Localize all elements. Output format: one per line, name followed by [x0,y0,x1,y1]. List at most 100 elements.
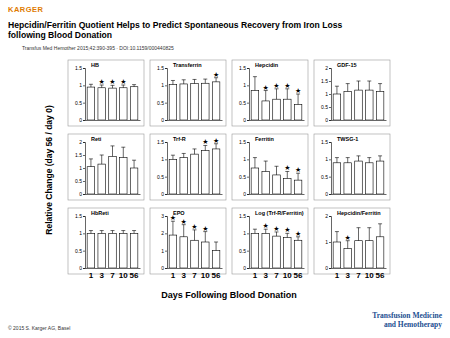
bar [98,88,106,120]
bar [333,94,341,120]
error-bar [357,228,361,241]
panel: 0121371056★Hepcidin/Ferritin [314,208,390,280]
y-axis: 00.511.5 [239,65,249,123]
error-bar [378,224,382,237]
y-tick: 1 [243,82,249,88]
y-tick-mark [329,194,331,195]
marks [169,78,220,120]
x-axis-line [168,120,223,121]
x-tick: 10 [201,268,210,280]
x-tick: 7 [274,268,279,280]
y-tick-mark [247,194,249,195]
marks [87,231,138,268]
error-bar [203,145,207,150]
y-tick-label: 0 [325,265,328,271]
bar [98,233,106,268]
y-tick: 0 [161,191,167,197]
y-axis-line [247,217,250,269]
x-tick-label: 56 [294,271,303,280]
y-tick-mark [247,142,249,143]
bar [109,233,117,268]
bar [344,163,352,194]
bar [169,159,177,194]
y-tick: 0 [161,265,167,271]
x-tick: 7 [110,268,115,280]
y-tick-mark [165,159,167,160]
x-axis: 1371056 [332,268,387,280]
y-tick: 1.5 [239,65,249,71]
y-tick-label: 2 [325,65,328,71]
y-tick: 2 [79,139,85,145]
y-axis: 00.511.5 [239,139,249,197]
panel-title: EPO [173,210,185,216]
bar [294,240,302,268]
panel: 00.511.5★Transferrin [150,60,226,126]
publisher: KARGER [8,5,44,14]
y-tick: 1 [79,230,85,236]
x-tick-label: 7 [274,271,279,280]
x-tick: 10 [365,268,374,280]
bar [109,88,117,120]
marks [333,81,384,120]
bar [251,168,259,194]
bar [262,233,270,268]
x-axis-line [332,268,387,269]
y-tick-label: 1 [243,230,246,236]
error-bar [89,159,93,167]
y-tick-label: 0.5 [239,248,246,254]
error-bar [285,89,289,99]
x-axis-line [332,194,387,195]
x-tick: 56 [130,268,139,280]
y-tick-label: 1.5 [321,78,328,84]
significance-star: ★ [345,234,351,241]
y-tick-mark [329,268,331,269]
y-tick: 0 [325,265,331,271]
x-tick-label: 1 [253,271,258,280]
panel-frame [68,60,144,126]
y-tick-mark [329,68,331,69]
y-tick-mark [83,268,85,269]
y-tick: 1.5 [239,139,249,145]
y-tick-mark [247,85,249,86]
bar [273,99,281,120]
y-tick-label: 0 [79,191,82,197]
bar [212,149,220,194]
significance-star: ★ [202,138,208,145]
y-tick-label: 1.5 [157,65,164,71]
error-bar [346,241,350,249]
citation: Transfus Med Hemother 2015;42:390-395 · … [22,45,174,51]
y-tick: 1.5 [157,65,167,71]
y-tick-label: 0 [243,191,246,197]
y-tick-label: 2 [325,213,328,219]
y-tick: 1 [243,230,249,236]
x-tick-label: 56 [212,271,221,280]
y-tick-label: 1.5 [239,213,246,219]
error-bar [285,171,289,178]
y-tick-label: 2 [79,139,82,145]
y-axis-line [247,69,250,121]
title: following Blood Donation [8,30,112,40]
significance-star: ★ [213,137,219,144]
x-tick: 3 [181,268,186,280]
y-tick-mark [329,142,331,143]
panel-title: GDF-15 [337,62,357,68]
panel-title: Hepcidin [255,62,279,68]
y-tick-label: 1 [161,82,164,88]
y-axis-line [329,69,332,121]
marks [251,229,302,268]
panel-frame [314,134,390,200]
y-tick-label: 1.5 [157,139,164,145]
bar [284,99,292,120]
y-tick-mark [83,103,85,104]
marks [251,158,302,194]
bar [251,91,259,120]
y-tick: 0.5 [75,100,85,106]
error-bar [346,84,350,92]
y-tick-mark [329,177,331,178]
y-axis-line [165,217,168,269]
y-tick: 0.5 [321,104,331,110]
bar [294,180,302,194]
x-tick: 7 [192,268,197,280]
panel-title: Trf-R [173,136,186,142]
significance-star: ★ [295,230,301,237]
